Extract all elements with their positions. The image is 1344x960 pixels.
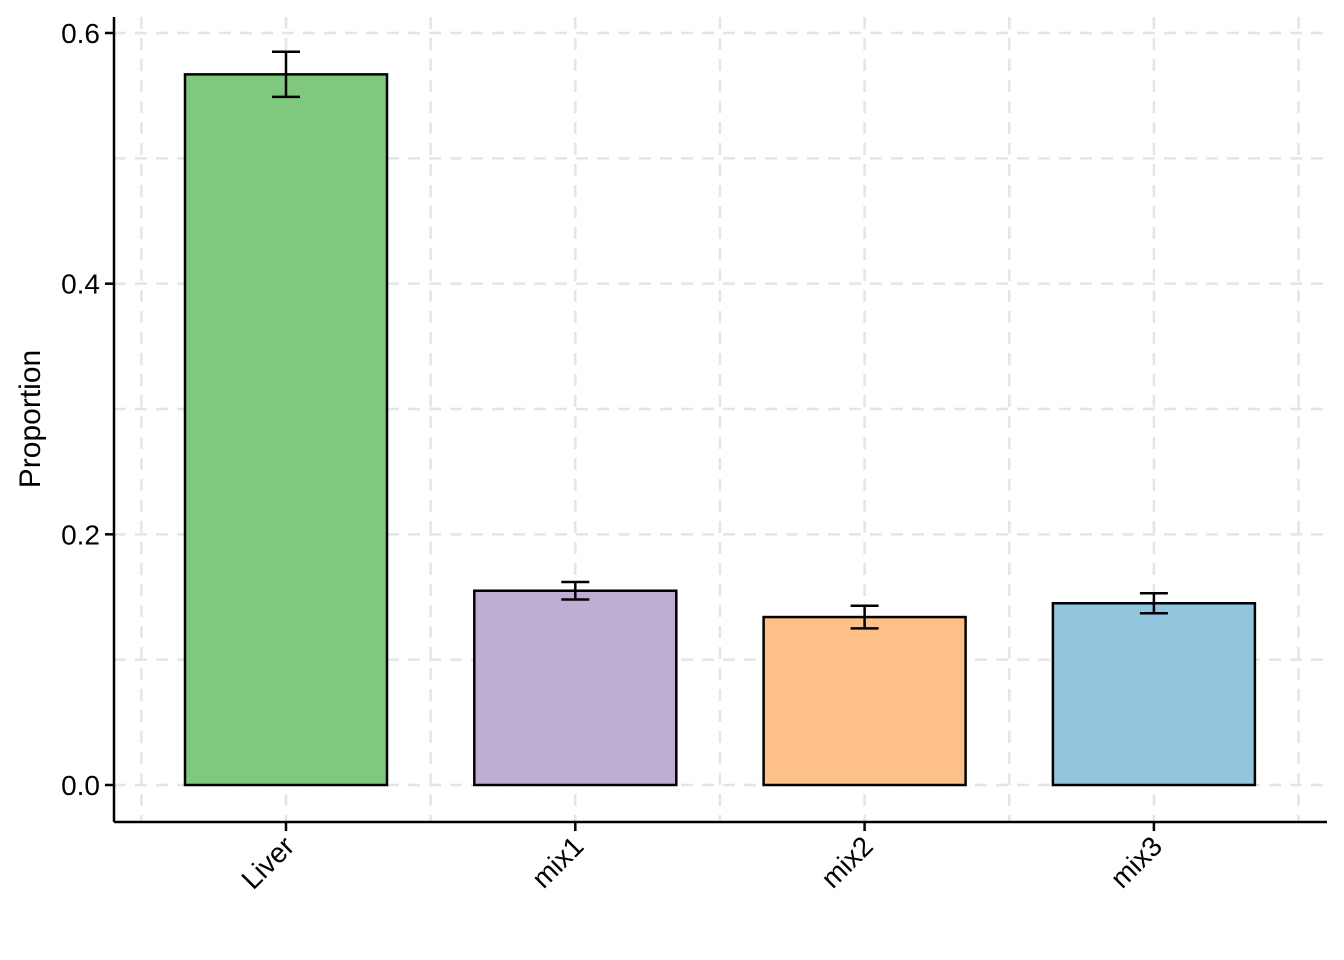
error-bar-liver bbox=[272, 50, 300, 99]
bar-mix1 bbox=[473, 589, 678, 787]
x-tick-label-mix2: mix2 bbox=[815, 830, 879, 894]
axes bbox=[112, 17, 1327, 824]
y-tick-label: 0.6 bbox=[61, 18, 100, 49]
bar-liver bbox=[183, 73, 389, 787]
y-tick-label: 0.0 bbox=[61, 770, 100, 801]
y-tick-label: 0.4 bbox=[61, 269, 100, 300]
error-bar-mix1 bbox=[561, 580, 590, 601]
bar-mix3 bbox=[1051, 602, 1257, 787]
y-tick-labels: 0.0 0.2 0.4 0.6 bbox=[61, 18, 114, 801]
x-tick-label-mix1: mix1 bbox=[526, 830, 590, 894]
x-tick-label-mix3: mix3 bbox=[1104, 830, 1168, 894]
y-tick-label: 0.2 bbox=[61, 519, 100, 550]
bars bbox=[183, 73, 1257, 787]
x-tick-label-liver: Liver bbox=[235, 830, 300, 895]
x-tick-labels: Liver mix1 mix2 mix3 bbox=[235, 822, 1168, 895]
error-bar-mix2 bbox=[850, 604, 879, 630]
bar-mix2 bbox=[762, 615, 967, 787]
error-bar-mix3 bbox=[1139, 591, 1168, 615]
error-bars bbox=[272, 50, 1168, 630]
y-axis-title: Proportion bbox=[14, 350, 47, 488]
